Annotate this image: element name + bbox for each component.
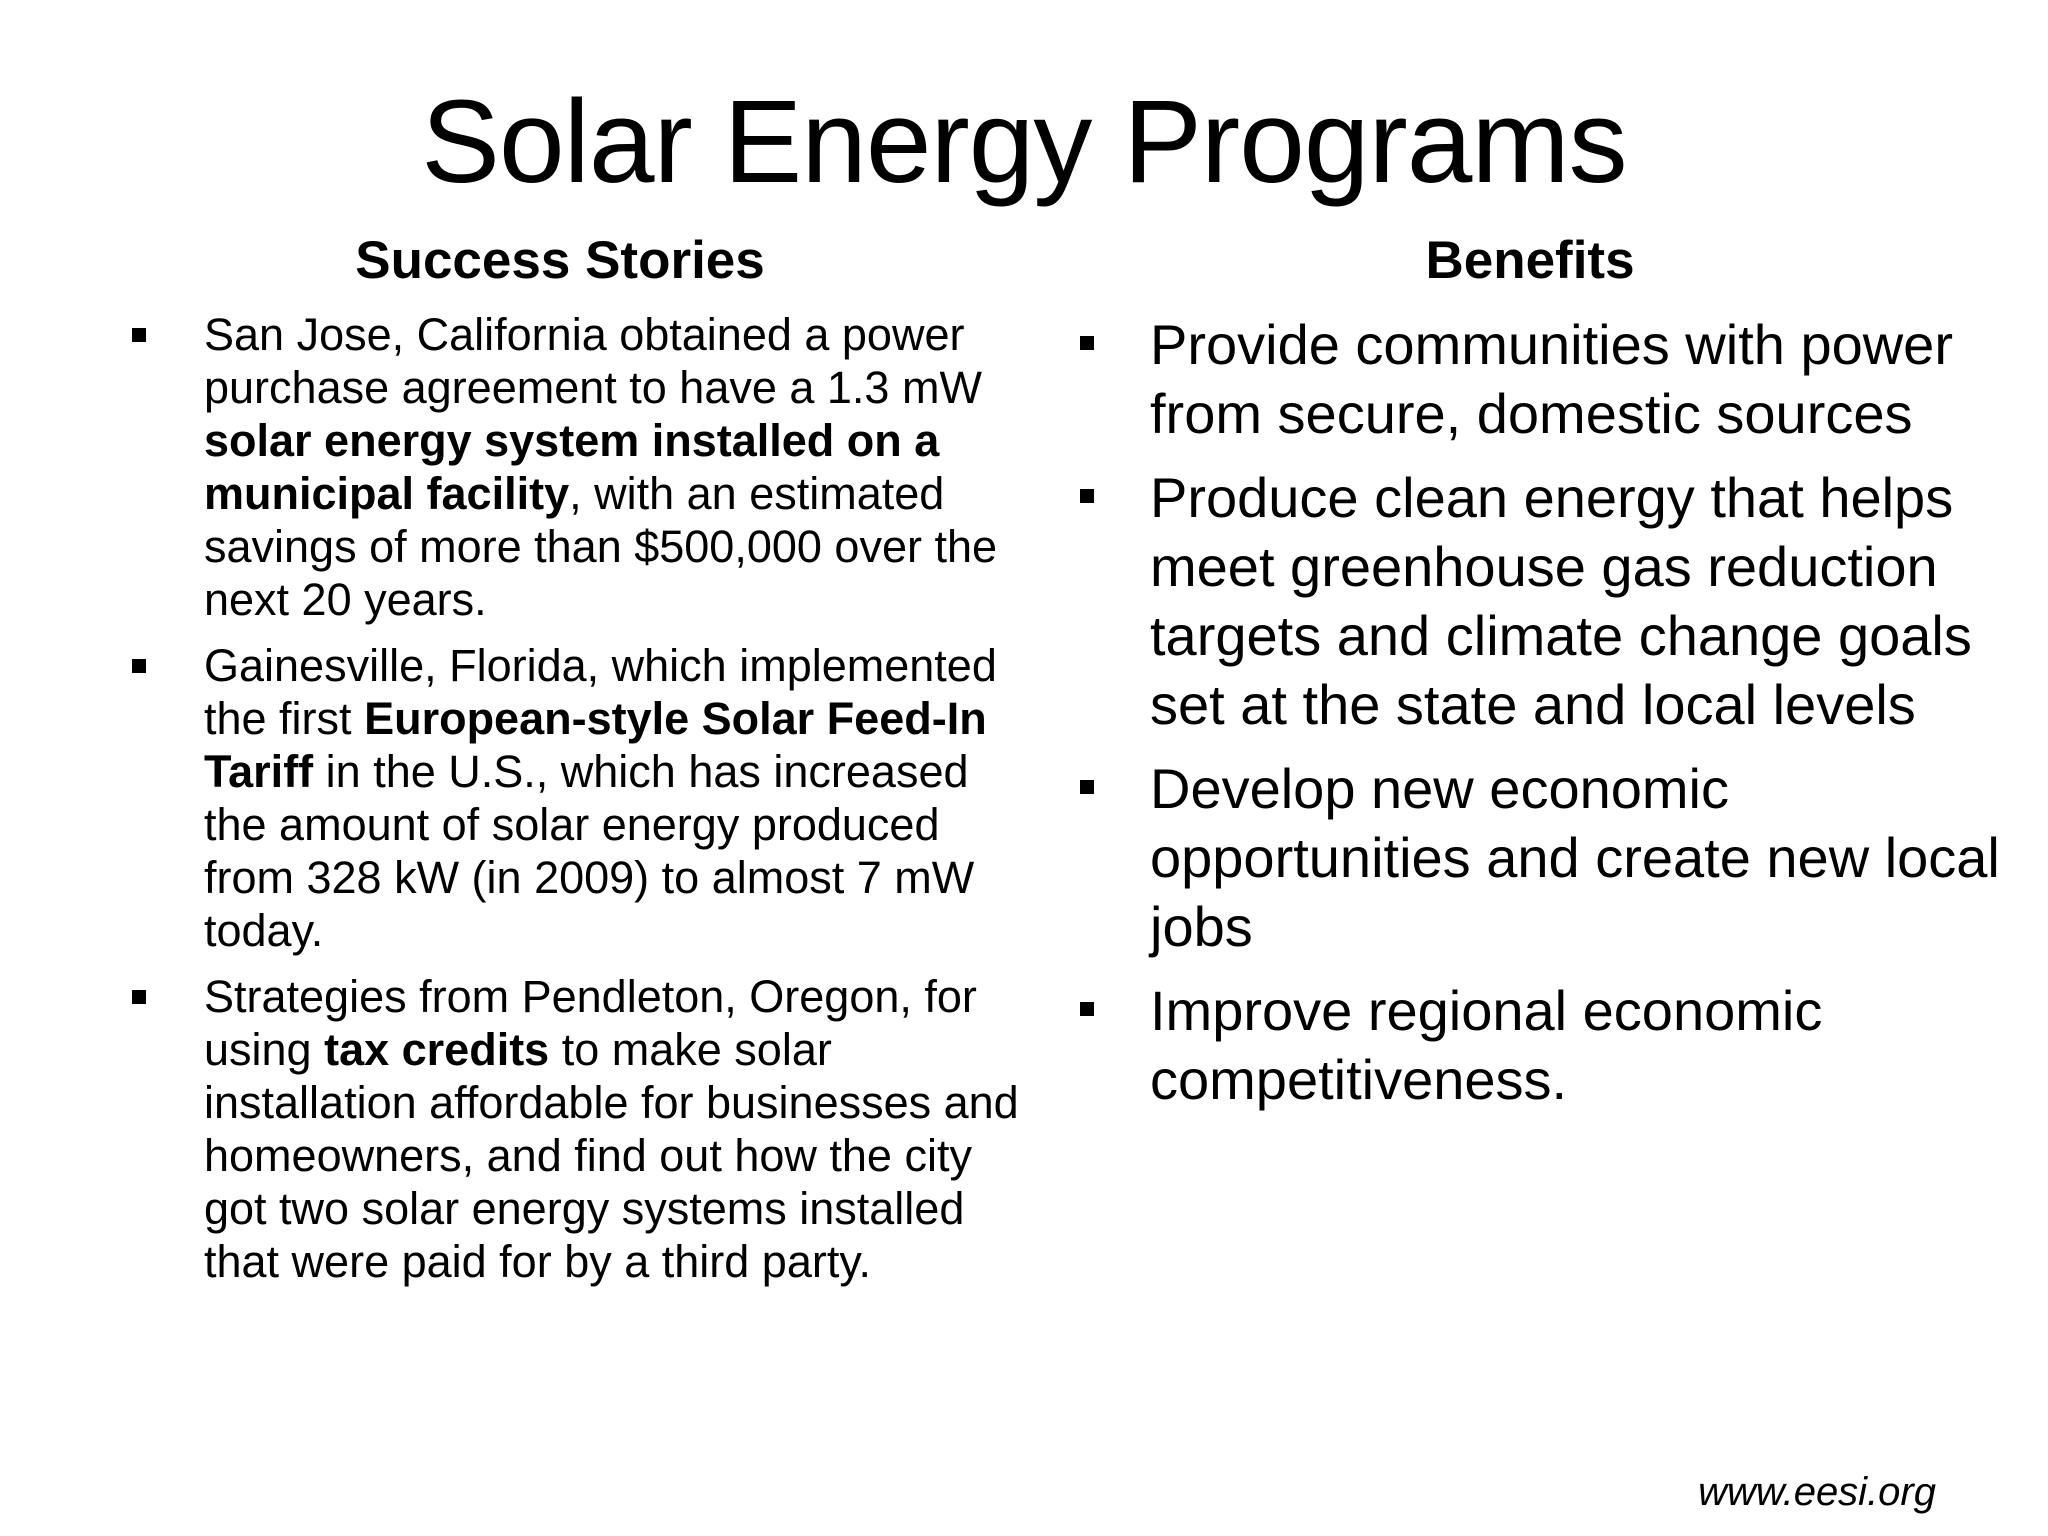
benefit-text: Produce clean energy that helps meet gre…	[1150, 466, 1972, 736]
square-bullet-icon	[132, 990, 146, 1004]
square-bullet-icon	[132, 659, 146, 673]
story-text: San Jose, California obtained a power pu…	[204, 309, 997, 625]
story-text-segment: to make solar installation affordable fo…	[204, 1024, 1019, 1287]
square-bullet-icon	[1080, 1002, 1094, 1016]
square-bullet-icon	[1080, 489, 1094, 503]
success-story-san-jose: San Jose, California obtained a power pu…	[120, 308, 1020, 626]
square-bullet-icon	[132, 328, 146, 342]
story-text-bold-segment: European-style Solar Feed-In Tariff	[204, 693, 987, 797]
benefits-heading: Benefits	[1425, 231, 1635, 290]
story-text: Gainesville, Florida, which implemented …	[204, 640, 997, 956]
success-stories-heading: Success Stories	[355, 231, 765, 290]
story-text-segment: in the U.S., which has increased the amo…	[204, 746, 975, 956]
footer-url: www.eesi.org	[1698, 1470, 1936, 1514]
benefits-list: Provide communities with power from secu…	[1070, 310, 2010, 1129]
story-text-segment: Gainesville, Florida, which implemented …	[204, 640, 997, 744]
benefit-text: Provide communities with power from secu…	[1150, 313, 1953, 445]
benefit-text: Improve regional economic competitivenes…	[1150, 979, 1823, 1111]
benefit-item: Improve regional economic competitivenes…	[1070, 976, 2010, 1114]
slide-title: Solar Energy Programs	[421, 76, 1627, 208]
square-bullet-icon	[1080, 336, 1094, 350]
story-text-segment: , with an estimated savings of more than…	[204, 468, 998, 625]
success-story-pendleton: Strategies from Pendleton, Oregon, for u…	[120, 970, 1020, 1288]
success-stories-list: San Jose, California obtained a power pu…	[120, 308, 1020, 1301]
story-text-bold-segment: solar energy system installed on a munic…	[204, 415, 940, 519]
success-story-gainesville: Gainesville, Florida, which implemented …	[120, 639, 1020, 957]
story-text-segment: Strategies from Pendleton, Oregon, for u…	[204, 971, 977, 1075]
benefit-item: Develop new economic opportunities and c…	[1070, 754, 2010, 961]
story-text-bold-segment: tax credits	[324, 1024, 550, 1075]
benefit-text: Develop new economic opportunities and c…	[1150, 757, 2000, 958]
square-bullet-icon	[1080, 780, 1094, 794]
story-text: Strategies from Pendleton, Oregon, for u…	[204, 971, 1019, 1287]
benefit-item: Produce clean energy that helps meet gre…	[1070, 463, 2010, 739]
benefit-item: Provide communities with power from secu…	[1070, 310, 2010, 448]
story-text-segment: San Jose, California obtained a power pu…	[204, 309, 982, 413]
